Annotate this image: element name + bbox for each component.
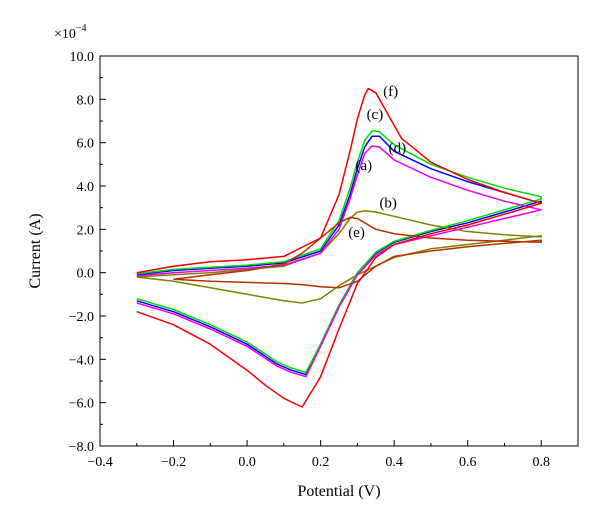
y-tick-label: 2.0 [77,223,95,238]
series-label-b: (b) [379,196,397,212]
series-label-e: (e) [348,225,365,241]
series-line-f [136,87,542,408]
series-line-a [136,135,542,376]
y-tick-label: −8.0 [69,440,94,455]
series-label-a: (a) [356,158,373,174]
y-tick-label: −6.0 [69,397,94,412]
y-multiplier-base: ×10 [54,27,76,42]
y-tick-label: −4.0 [69,353,94,368]
y-tick-label: 10.0 [70,50,95,65]
x-tick-label: 0.2 [312,455,330,470]
x-tick-label: 0.8 [532,455,550,470]
x-tick-label: 0.0 [238,455,256,470]
plot-frame [99,55,579,447]
series-line-d [136,145,542,378]
plot-curves [136,87,542,408]
y-tick-label: 6.0 [77,137,95,152]
y-tick-label: 8.0 [77,93,95,108]
series-annotations: (a) (b) (c) (d) (e) (f) [348,84,406,241]
x-tick-label: 0.4 [385,455,403,470]
x-tick-label: −0.2 [161,455,186,470]
y-tick-label: 0.0 [77,267,95,282]
x-tick-label: −0.4 [87,455,112,470]
x-tick-label: 0.6 [459,455,477,470]
series-label-c: (c) [367,107,384,123]
series-label-d: (d) [389,140,407,156]
series-line-e [173,216,542,289]
y-tick-label: −2.0 [69,310,94,325]
series-label-f: (f) [383,84,398,100]
y-tick-label: 4.0 [77,180,95,195]
y-axis-title: Current (A) [27,213,44,288]
y-axis-multiplier: ×10−4 [54,23,87,42]
x-axis: −0.4 −0.2 0.0 0.2 0.4 0.6 0.8 [87,440,579,470]
x-axis-title: Potential (V) [297,483,380,500]
series-line-c [136,130,542,374]
y-axis: −8.0 −6.0 −4.0 −2.0 0.0 2.0 4.0 6.0 8.0 10.0 [69,50,106,455]
y-multiplier-exponent: −4 [76,23,87,34]
